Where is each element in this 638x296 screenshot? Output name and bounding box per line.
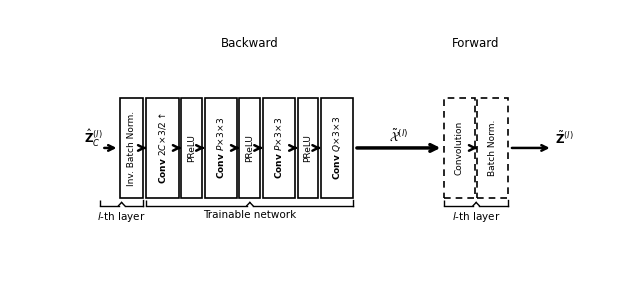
Text: PReLU: PReLU bbox=[187, 134, 197, 162]
Text: $l$-th layer: $l$-th layer bbox=[452, 210, 501, 223]
Text: Conv $P\!\times\!3\!\times\!3$: Conv $P\!\times\!3\!\times\!3$ bbox=[274, 117, 285, 179]
Text: Batch Norm.: Batch Norm. bbox=[488, 120, 498, 176]
Text: Conv $Q\!\times\!3\!\times\!3$: Conv $Q\!\times\!3\!\times\!3$ bbox=[331, 116, 343, 180]
Text: Convolution: Convolution bbox=[455, 121, 464, 175]
Bar bbox=[120, 98, 144, 198]
Bar bbox=[297, 98, 318, 198]
Text: Backward: Backward bbox=[221, 38, 279, 51]
Bar bbox=[321, 98, 353, 198]
Text: Forward: Forward bbox=[452, 38, 500, 51]
Text: Conv $P\!\times\!3\!\times\!3$: Conv $P\!\times\!3\!\times\!3$ bbox=[215, 117, 226, 179]
Text: PReLU: PReLU bbox=[304, 134, 313, 162]
Text: $\hat{\mathbf{Z}}_{C}^{(l)}$: $\hat{\mathbf{Z}}_{C}^{(l)}$ bbox=[84, 128, 103, 149]
Text: PReLU: PReLU bbox=[246, 134, 255, 162]
Bar bbox=[477, 98, 508, 198]
Text: Trainable network: Trainable network bbox=[204, 210, 297, 220]
Text: Conv $2C\!\times\!3/2{\uparrow}$: Conv $2C\!\times\!3/2{\uparrow}$ bbox=[157, 112, 168, 184]
Text: $\tilde{\mathcal{X}}^{(l)}$: $\tilde{\mathcal{X}}^{(l)}$ bbox=[389, 128, 408, 144]
Bar bbox=[239, 98, 260, 198]
Bar bbox=[146, 98, 179, 198]
Bar bbox=[263, 98, 295, 198]
Bar bbox=[181, 98, 202, 198]
Text: $l$-th layer: $l$-th layer bbox=[97, 210, 146, 223]
Text: Inv. Batch Norm.: Inv. Batch Norm. bbox=[127, 110, 136, 186]
Text: $\tilde{\mathbf{Z}}^{(l)}$: $\tilde{\mathbf{Z}}^{(l)}$ bbox=[555, 131, 574, 147]
Bar bbox=[205, 98, 237, 198]
Bar bbox=[444, 98, 475, 198]
